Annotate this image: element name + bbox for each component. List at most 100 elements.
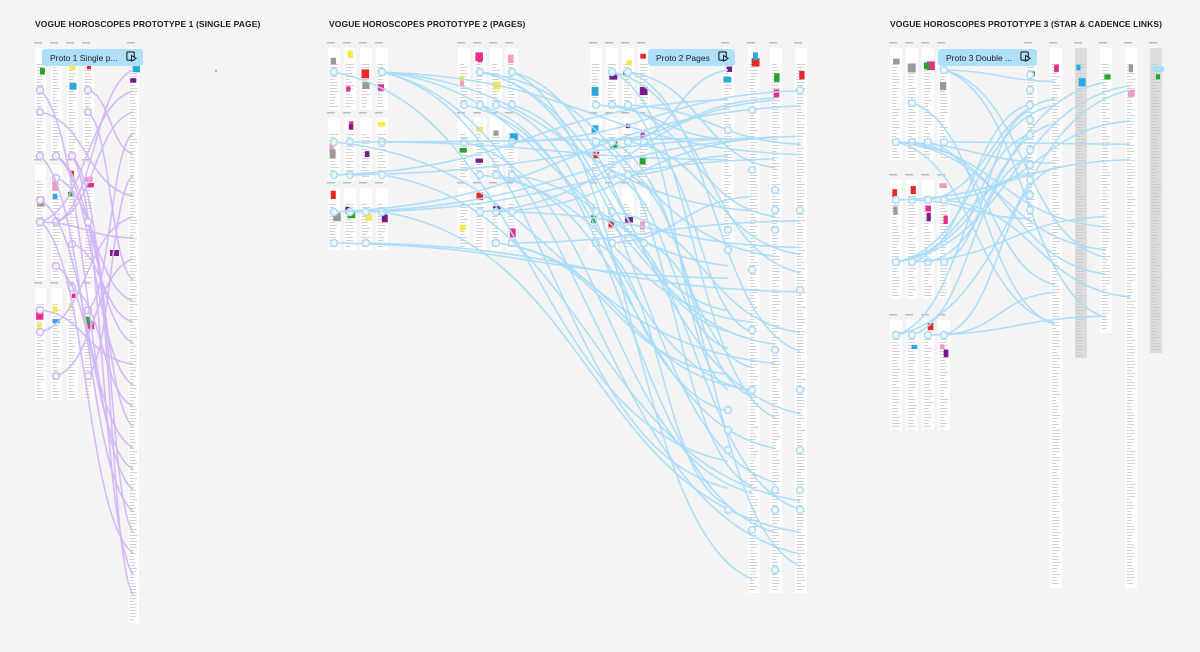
prototype-connection[interactable] (381, 174, 801, 502)
prototype-connection[interactable] (349, 136, 776, 176)
prototype-connection[interactable] (943, 69, 1056, 83)
connection-node[interactable] (795, 445, 805, 455)
connection-node[interactable] (723, 225, 733, 235)
prototype-connection[interactable] (381, 71, 729, 489)
connection-node[interactable] (35, 151, 45, 161)
connection-node[interactable] (623, 67, 633, 77)
connection-node[interactable] (939, 195, 949, 205)
prototype-connection[interactable] (381, 71, 753, 212)
connection-node[interactable] (795, 205, 805, 215)
flow-start-proto-3[interactable]: Proto 3 Double ... (938, 49, 1038, 66)
prototype-connection[interactable] (895, 141, 1106, 251)
screen-frame[interactable] (637, 112, 650, 180)
connection-node[interactable] (491, 100, 501, 110)
connection-node[interactable] (475, 207, 485, 217)
prototype-connection[interactable] (927, 97, 1056, 201)
play-flow-icon[interactable] (125, 51, 137, 64)
prototype-connection[interactable] (71, 155, 134, 575)
connection-node[interactable] (939, 65, 949, 75)
prototype-connection[interactable] (895, 81, 1106, 263)
prototype-connection[interactable] (511, 71, 753, 580)
connection-node[interactable] (795, 505, 805, 515)
connection-node[interactable] (83, 217, 93, 227)
connection-node[interactable] (723, 405, 733, 415)
connection-node[interactable] (591, 137, 601, 147)
screen-frame[interactable] (375, 182, 388, 250)
prototype-connection[interactable] (627, 71, 801, 353)
screen-frame[interactable] (34, 282, 46, 400)
connection-node[interactable] (329, 238, 339, 248)
connection-node[interactable] (329, 67, 339, 77)
screen-frame[interactable] (1124, 42, 1137, 588)
connection-node[interactable] (939, 330, 949, 340)
prototype-connection[interactable] (611, 174, 729, 350)
screen-frame[interactable] (747, 42, 760, 593)
screen-frame[interactable] (1149, 42, 1162, 353)
prototype-connection[interactable] (911, 156, 1031, 336)
prototype-connection[interactable] (511, 211, 801, 249)
connection-node[interactable] (747, 385, 757, 395)
prototype-connection[interactable] (39, 90, 134, 223)
connection-node[interactable] (1025, 190, 1035, 200)
screen-frame[interactable] (359, 42, 372, 110)
connection-node[interactable] (907, 330, 917, 340)
connection-node[interactable] (1025, 85, 1035, 95)
prototype-connection[interactable] (643, 141, 753, 333)
screen-frame[interactable] (937, 314, 950, 430)
connection-node[interactable] (1025, 70, 1035, 80)
connection-node[interactable] (459, 100, 469, 110)
prototype-connection[interactable] (943, 120, 1131, 201)
prototype-connection[interactable] (643, 242, 753, 369)
screen-frame[interactable] (589, 42, 602, 110)
prototype-connection[interactable] (911, 141, 1106, 275)
connection-node[interactable] (723, 425, 733, 435)
prototype-connection[interactable] (333, 71, 729, 463)
screen-frame[interactable] (889, 174, 902, 298)
prototype-connection[interactable] (943, 291, 1056, 336)
prototype-connection[interactable] (381, 211, 801, 533)
prototype-connection[interactable] (495, 136, 776, 213)
prototype-connection[interactable] (479, 99, 776, 213)
connection-node[interactable] (51, 261, 61, 271)
prototype-connection[interactable] (463, 141, 753, 494)
prototype-connection[interactable] (495, 242, 753, 391)
prototype-connection[interactable] (55, 69, 134, 223)
screen-frame[interactable] (921, 174, 934, 298)
connection-node[interactable] (51, 371, 61, 381)
connection-node[interactable] (747, 105, 757, 115)
prototype-connection[interactable] (595, 211, 801, 510)
prototype-connection[interactable] (479, 71, 776, 258)
connection-node[interactable] (591, 100, 601, 110)
connection-node[interactable] (491, 170, 501, 180)
connection-node[interactable] (83, 107, 93, 117)
play-flow-icon[interactable] (718, 51, 729, 64)
connection-node[interactable] (795, 485, 805, 495)
connection-node[interactable] (923, 137, 933, 147)
prototype-connection[interactable] (365, 158, 776, 213)
prototype-connection[interactable] (381, 71, 801, 156)
screen-frame[interactable] (905, 174, 918, 298)
screen-frame[interactable] (127, 42, 140, 623)
connection-node[interactable] (475, 67, 485, 77)
connection-node[interactable] (35, 195, 45, 205)
connection-node[interactable] (795, 385, 805, 395)
connection-node[interactable] (747, 165, 757, 175)
connection-node[interactable] (83, 85, 93, 95)
prototype-connection[interactable] (943, 166, 1056, 336)
prototype-connection[interactable] (495, 104, 729, 413)
prototype-connection[interactable] (627, 174, 753, 398)
screen-frame[interactable] (889, 314, 902, 430)
connection-node[interactable] (591, 207, 601, 217)
selected-layer-marker[interactable] (110, 250, 119, 256)
prototype-connection[interactable] (87, 132, 134, 311)
connection-node[interactable] (923, 330, 933, 340)
connection-node[interactable] (1025, 160, 1035, 170)
prototype-connection[interactable] (87, 221, 134, 596)
connection-node[interactable] (939, 137, 949, 147)
prototype-connection[interactable] (55, 258, 134, 377)
connection-node[interactable] (35, 85, 45, 95)
prototype-connection[interactable] (87, 111, 134, 281)
connection-node[interactable] (795, 285, 805, 295)
prototype-connection[interactable] (611, 211, 801, 334)
